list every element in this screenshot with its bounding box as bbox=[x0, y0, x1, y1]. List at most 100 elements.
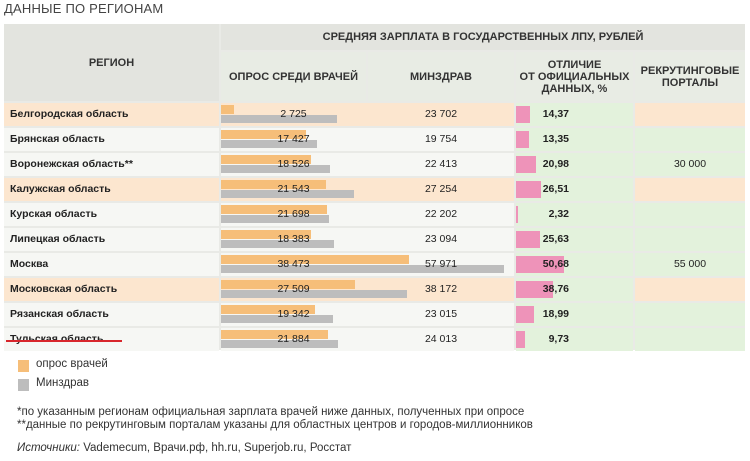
survey-value: 38 473 bbox=[277, 258, 310, 270]
table-row: Липецкая область 18 383 23 094 25,63 bbox=[4, 228, 745, 251]
difference-value: 13,35 bbox=[542, 133, 569, 145]
survey-value: 18 383 bbox=[277, 233, 310, 245]
legend-minzdrav-swatch bbox=[18, 379, 29, 391]
header-region: РЕГИОН bbox=[4, 24, 219, 101]
footnote-2: **данные по рекрутинговым порталам указа… bbox=[17, 419, 533, 431]
survey-value: 2 725 bbox=[280, 108, 307, 120]
region-cell: Курская область bbox=[4, 203, 219, 226]
region-cell: Тульская область bbox=[4, 328, 219, 351]
survey-bar bbox=[221, 280, 356, 289]
minzdrav-bar bbox=[221, 240, 334, 248]
difference-cell: 20,98 bbox=[516, 153, 633, 176]
salary-table: РЕГИОН СРЕДНЯЯ ЗАРПЛАТА В ГОСУДАРСТВЕННЫ… bbox=[4, 24, 745, 351]
minzdrav-value: 23 015 bbox=[424, 308, 458, 320]
difference-value: 25,63 bbox=[542, 233, 569, 245]
difference-bar bbox=[516, 156, 536, 173]
difference-bar bbox=[516, 206, 519, 223]
minzdrav-bar bbox=[221, 115, 337, 123]
difference-cell: 18,99 bbox=[516, 303, 633, 326]
minzdrav-bar bbox=[221, 140, 318, 148]
region-name: Белгородская область bbox=[10, 108, 129, 120]
difference-cell: 14,37 bbox=[516, 103, 633, 126]
salary-cell: 17 427 19 754 bbox=[221, 128, 514, 151]
portals-cell bbox=[635, 278, 745, 301]
difference-cell: 50,68 bbox=[516, 253, 633, 276]
header-survey-label: ОПРОС СРЕДИ ВРАЧЕЙ bbox=[228, 70, 359, 83]
table-row: Тульская область 21 884 24 013 9,73 bbox=[4, 328, 745, 351]
minzdrav-bar bbox=[221, 340, 339, 348]
difference-cell: 9,73 bbox=[516, 328, 633, 351]
region-name: Воронежская область** bbox=[10, 158, 133, 170]
salary-cell: 19 342 23 015 bbox=[221, 303, 514, 326]
survey-bar bbox=[221, 305, 316, 314]
survey-bar bbox=[221, 180, 327, 189]
header-portals-line1: РЕКРУТИНГОВЫЕ bbox=[640, 64, 740, 77]
table-row: Калужская область 21 543 27 254 26,51 bbox=[4, 178, 745, 201]
difference-cell: 26,51 bbox=[516, 178, 633, 201]
region-cell: Брянская область bbox=[4, 128, 219, 151]
region-name: Липецкая область bbox=[10, 233, 106, 245]
difference-bar bbox=[516, 281, 553, 298]
region-name: Калужская область bbox=[10, 183, 111, 195]
region-cell: Белгородская область bbox=[4, 103, 219, 126]
minzdrav-bar bbox=[221, 265, 505, 273]
difference-bar bbox=[516, 256, 565, 273]
legend-survey-label: опрос врачей bbox=[36, 358, 108, 370]
header-portals-line2: ПОРТАЛЫ bbox=[661, 76, 719, 89]
difference-bar bbox=[516, 181, 542, 198]
minzdrav-value: 23 094 bbox=[424, 233, 458, 245]
table-row: Москва 38 473 57 971 50,68 55 000 bbox=[4, 253, 745, 276]
survey-value: 21 543 bbox=[277, 183, 310, 195]
legend-survey-swatch bbox=[18, 360, 29, 372]
survey-bar bbox=[221, 155, 312, 164]
minzdrav-bar bbox=[221, 290, 408, 298]
region-cell: Воронежская область** bbox=[4, 153, 219, 176]
salary-cell: 18 526 22 413 bbox=[221, 153, 514, 176]
difference-value: 20,98 bbox=[542, 158, 569, 170]
header-region-label: РЕГИОН bbox=[88, 56, 135, 69]
region-name: Брянская область bbox=[10, 133, 105, 145]
difference-cell: 13,35 bbox=[516, 128, 633, 151]
table-row: Московская область 27 509 38 172 38,76 bbox=[4, 278, 745, 301]
header-minzdrav: МИНЗДРАВ bbox=[368, 52, 514, 101]
minzdrav-bar bbox=[221, 315, 334, 323]
portals-cell bbox=[635, 328, 745, 351]
source-line: Источники: Vademecum, Врачи.рф, hh.ru, S… bbox=[17, 442, 351, 454]
table-row: Брянская область 17 427 19 754 13,35 bbox=[4, 128, 745, 151]
page-title: ДАННЫЕ ПО РЕГИОНАМ bbox=[4, 1, 164, 16]
portals-cell bbox=[635, 128, 745, 151]
salary-cell: 27 509 38 172 bbox=[221, 278, 514, 301]
tula-underline bbox=[6, 340, 122, 342]
table-row: Курская область 21 698 22 202 2,32 bbox=[4, 203, 745, 226]
header-difference: ОТЛИЧИЕ ОТ ОФИЦИАЛЬНЫХ ДАННЫХ, % bbox=[516, 52, 633, 101]
header-portals: РЕКРУТИНГОВЫЕ ПОРТАЛЫ bbox=[635, 52, 745, 101]
header-difference-line1: ОТЛИЧИЕ bbox=[547, 58, 602, 71]
portals-cell bbox=[635, 103, 745, 126]
difference-cell: 2,32 bbox=[516, 203, 633, 226]
salary-cell: 38 473 57 971 bbox=[221, 253, 514, 276]
difference-bar bbox=[516, 231, 541, 248]
survey-value: 21 884 bbox=[277, 333, 310, 345]
region-cell: Москва bbox=[4, 253, 219, 276]
survey-value: 18 526 bbox=[277, 158, 310, 170]
header-salary-group: СРЕДНЯЯ ЗАРПЛАТА В ГОСУДАРСТВЕННЫХ ЛПУ, … bbox=[221, 24, 745, 50]
minzdrav-value: 23 702 bbox=[424, 108, 458, 120]
survey-value: 21 698 bbox=[277, 208, 310, 220]
difference-cell: 38,76 bbox=[516, 278, 633, 301]
portals-cell bbox=[635, 303, 745, 326]
source-text: Vademecum, Врачи.рф, hh.ru, Superjob.ru,… bbox=[80, 442, 352, 454]
survey-bar bbox=[221, 105, 235, 114]
minzdrav-value: 57 971 bbox=[424, 258, 458, 270]
portals-cell bbox=[635, 228, 745, 251]
table-row: Белгородская область 2 725 23 702 14,37 bbox=[4, 103, 745, 126]
table-row: Рязанская область 19 342 23 015 18,99 bbox=[4, 303, 745, 326]
region-cell: Московская область bbox=[4, 278, 219, 301]
region-name: Тульская область bbox=[10, 333, 104, 345]
header-salary-group-label: СРЕДНЯЯ ЗАРПЛАТА В ГОСУДАРСТВЕННЫХ ЛПУ, … bbox=[322, 31, 644, 43]
survey-value: 17 427 bbox=[277, 133, 310, 145]
minzdrav-value: 24 013 bbox=[424, 333, 458, 345]
region-cell: Липецкая область bbox=[4, 228, 219, 251]
survey-value: 27 509 bbox=[277, 283, 310, 295]
salary-cell: 21 884 24 013 bbox=[221, 328, 514, 351]
difference-value: 38,76 bbox=[542, 283, 569, 295]
